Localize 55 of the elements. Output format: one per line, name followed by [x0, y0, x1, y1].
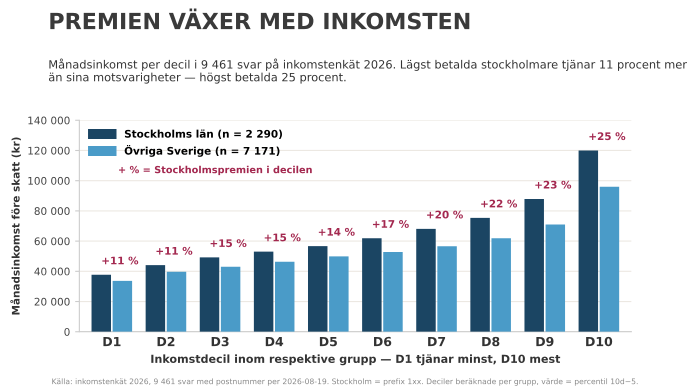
x-tick-label: D3	[212, 336, 229, 346]
y-tick-label: 20 000	[34, 298, 70, 306]
bar	[383, 252, 403, 332]
chart-subtitle: Månadsinkomst per decil i 9 461 svar på inkomstenkät 2026. Lägst betalda stockholmare tjänar 11 procent mer än sina motsvarigheter — högst betalda 25 procent.	[48, 58, 687, 84]
bar	[166, 272, 186, 332]
x-tick-label: D1	[103, 336, 120, 346]
x-tick-label: D7	[428, 336, 446, 346]
annotation: +20 %	[427, 210, 463, 219]
annotation: +15 %	[264, 233, 301, 242]
legend-label: Stockholms län (n = 2 290)	[124, 130, 282, 139]
x-tick-label: D8	[482, 336, 500, 346]
y-tick-label: 60 000	[34, 237, 70, 246]
bar	[578, 150, 598, 332]
bar	[491, 238, 511, 332]
bar	[437, 246, 457, 332]
bar	[524, 198, 544, 332]
bar	[600, 186, 620, 332]
annotation: +15 %	[210, 239, 246, 248]
y-tick-label: 80 000	[34, 207, 70, 216]
bar	[362, 238, 382, 332]
bar	[220, 266, 240, 332]
x-tick-label: D5	[320, 336, 337, 346]
x-tick-label: D4	[266, 336, 284, 346]
bar	[308, 246, 328, 332]
bar	[274, 262, 294, 332]
bar	[92, 274, 112, 332]
chart-title: PREMIEN VÄXER MED INKOMSTEN	[50, 8, 470, 30]
x-tick-label: D10	[586, 336, 612, 346]
bar	[546, 224, 566, 332]
x-axis-title: Inkomstdecil inom respektive grupp — D1 tjänar minst, D10 mest	[151, 354, 560, 366]
x-tick-label: D9	[536, 336, 554, 346]
annotation: +11 %	[102, 256, 138, 264]
bar	[112, 280, 132, 332]
annotation: +25 %	[589, 132, 626, 140]
bar	[200, 257, 220, 332]
x-tick-label: D6	[374, 336, 392, 346]
annotation: +22 %	[481, 200, 518, 208]
x-tick-label: D2	[158, 336, 174, 346]
bar	[146, 265, 166, 332]
y-tick-label: 40 000	[34, 268, 70, 276]
y-tick-label: 140 000	[28, 116, 70, 124]
bar	[416, 228, 436, 332]
annotation: + % = Stockholmspremien i decilen	[119, 166, 312, 176]
bar	[329, 256, 349, 332]
annotation: +14 %	[318, 228, 355, 236]
y-axis-title: Månadsinkomst före skatt (kr)	[10, 138, 21, 314]
y-tick-label: 0	[64, 328, 70, 336]
annotation: +23 %	[535, 180, 572, 189]
y-tick-label: 100 000	[28, 176, 70, 185]
y-tick-label: 120 000	[28, 146, 70, 155]
annotation: +17 %	[372, 220, 409, 228]
legend-label: Övriga Sverige (n = 7 171)	[124, 144, 280, 157]
annotation: +11 %	[156, 246, 192, 255]
bar	[470, 218, 490, 332]
bar	[254, 252, 274, 332]
